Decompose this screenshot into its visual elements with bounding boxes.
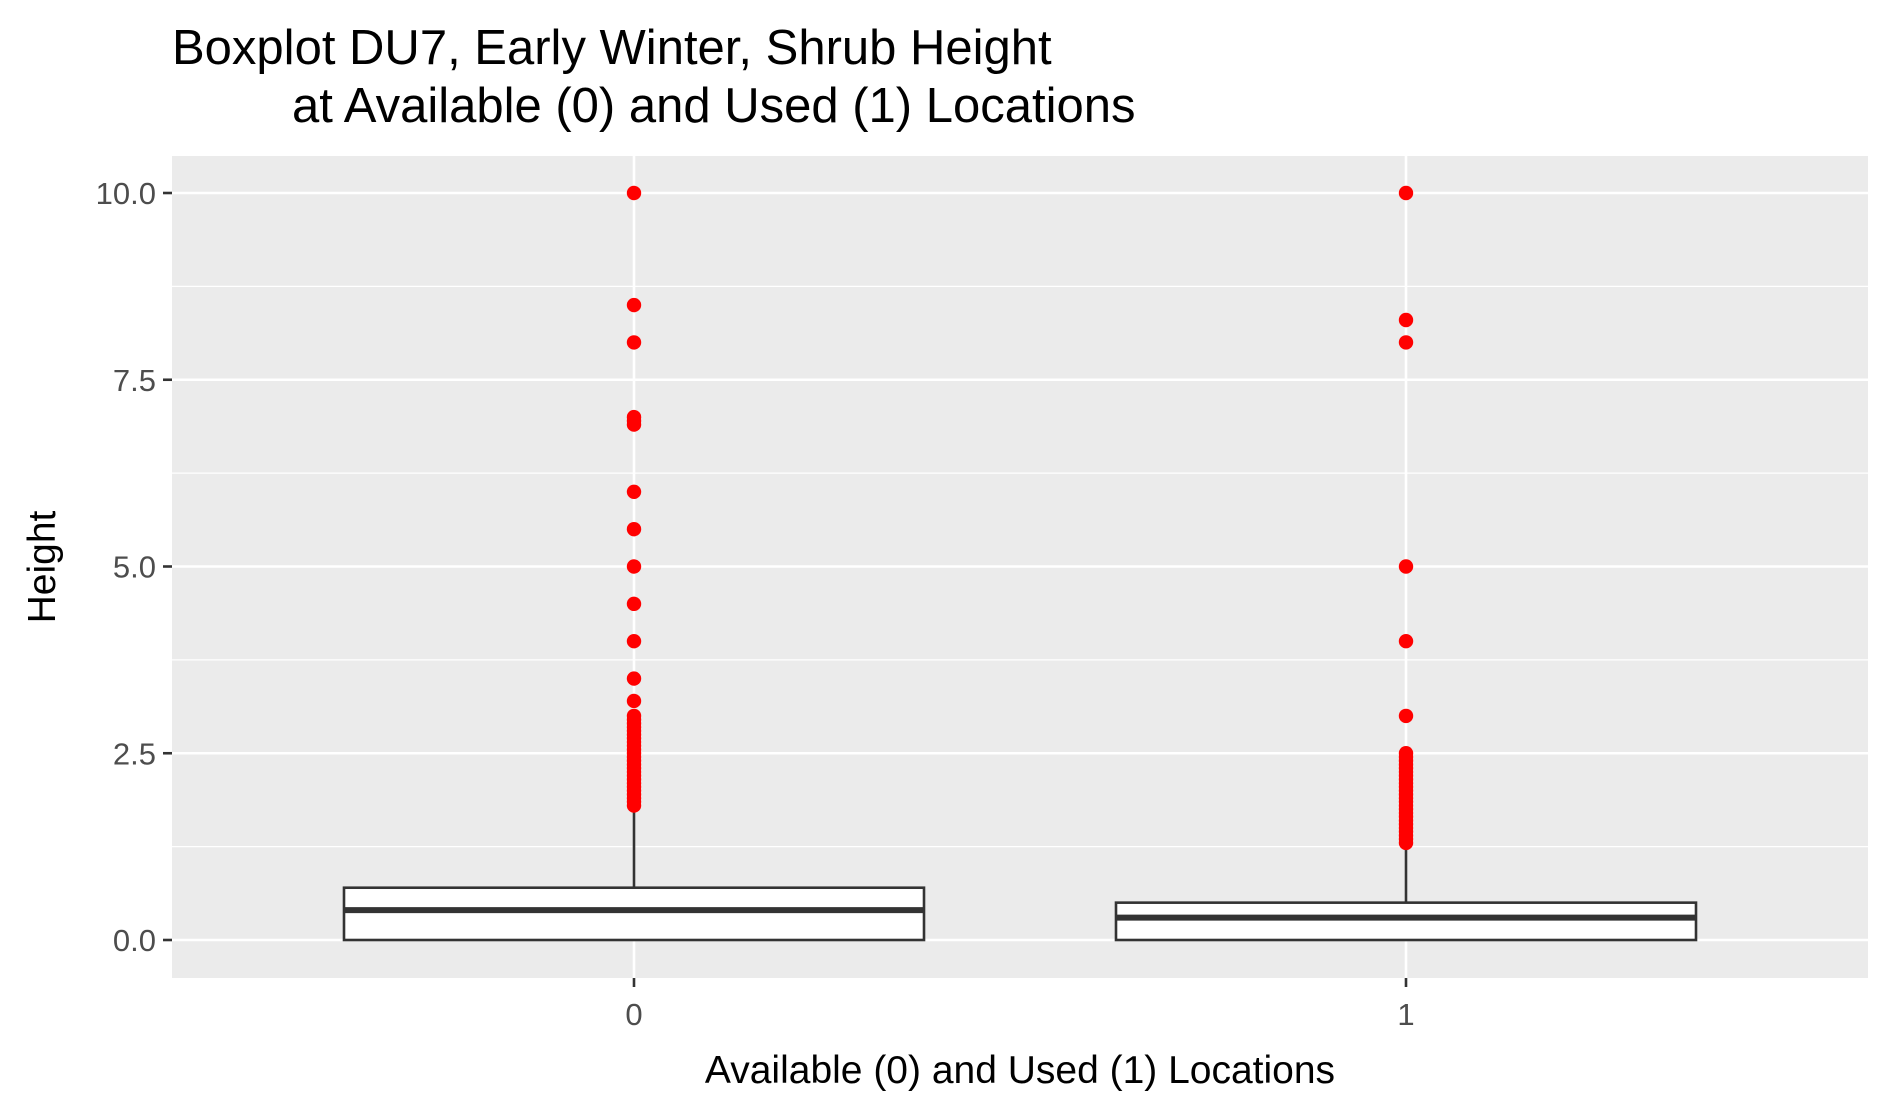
y-tick-label: 2.5 (113, 736, 156, 771)
minor-gridlines (172, 285, 1868, 848)
outlier-point (1398, 708, 1414, 724)
y-tick-label: 5.0 (113, 550, 156, 585)
box-iqr (1114, 901, 1698, 942)
outlier-point (626, 634, 642, 649)
outlier-point (1398, 634, 1414, 649)
x-axis-title: Available (0) and Used (1) Locations (705, 1049, 1335, 1092)
chart-title-line-1: Boxplot DU7, Early Winter, Shrub Height (172, 21, 1052, 75)
boxes (342, 809, 1698, 942)
outlier-point (626, 297, 642, 313)
outlier-point (626, 335, 642, 350)
y-tick-label: 0.0 (113, 923, 156, 958)
outlier-point (626, 417, 642, 432)
outlier-point (626, 596, 642, 612)
outlier-point (626, 671, 642, 686)
y-tick-label: 7.5 (113, 363, 156, 398)
y-axis-title: Height (21, 510, 64, 623)
box-iqr (342, 886, 926, 942)
outlier-point (1398, 185, 1414, 201)
x-tick-label: 0 (625, 997, 642, 1032)
outlier-points (626, 185, 1414, 851)
outlier-point (626, 484, 642, 499)
x-tick-label: 1 (1397, 997, 1414, 1032)
outlier-point (1398, 335, 1414, 350)
outlier-point (626, 521, 642, 537)
y-tick-label: 10.0 (96, 176, 156, 211)
y-axis: 0.0 2.5 5.0 7.5 10.0 (96, 176, 172, 958)
outlier-point (1398, 559, 1414, 574)
outlier-point (1398, 312, 1414, 328)
outlier-point (626, 798, 642, 813)
chart-title-line-2: at Available (0) and Used (1) Locations (292, 79, 1135, 133)
outlier-point (1398, 835, 1414, 851)
outlier-point (626, 559, 642, 574)
outlier-point (626, 693, 642, 709)
outlier-point (626, 185, 642, 201)
